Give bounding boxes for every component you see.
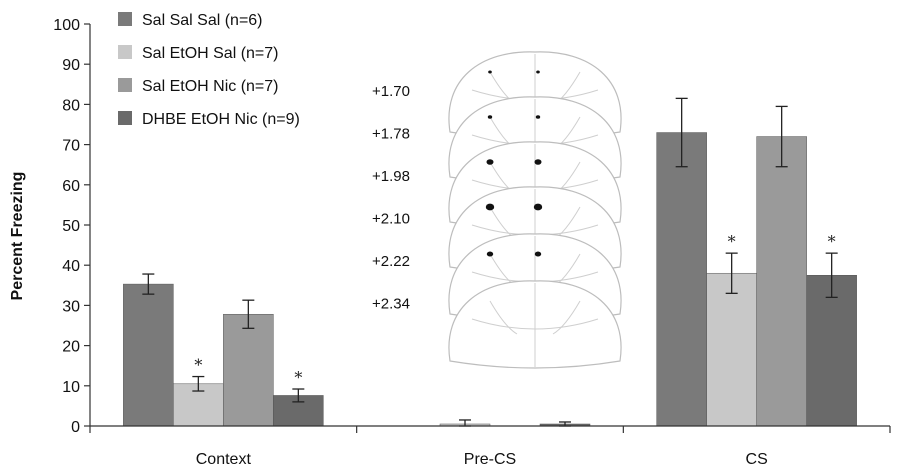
y-tick-label: 60	[62, 178, 80, 195]
lesion-right	[535, 115, 541, 119]
lesion-left	[486, 251, 494, 257]
significance-marker: *	[728, 232, 736, 251]
axes: 0 10 20 30 40 50 60 70 80 90 100 Context Pre-CS CS	[53, 17, 891, 468]
lesion-right	[534, 251, 542, 257]
x-tick-label-pre-cs: Pre-CS	[464, 451, 516, 468]
lesion-left	[487, 115, 493, 119]
lesion-left	[486, 159, 494, 165]
legend-label-4: DHBE EtOH Nic (n=9)	[142, 111, 300, 128]
error-bar-context-series-3	[242, 299, 255, 329]
legend-swatch-4	[118, 111, 132, 125]
coordinate-label-3: +1.98	[372, 168, 410, 185]
x-tick-label-context: Context	[196, 451, 252, 468]
legend-swatch-1	[118, 12, 132, 26]
legend: Sal Sal Sal (n=6) Sal EtOH Sal (n=7) Sal E…	[118, 12, 300, 128]
lesion-right	[534, 159, 542, 165]
bar-cs-series-4	[806, 275, 857, 427]
lesion-left	[485, 203, 495, 211]
error-bar-cs-series-1	[675, 97, 688, 168]
legend-label-1: Sal Sal Sal (n=6)	[142, 12, 263, 29]
y-tick-label: 20	[62, 339, 80, 356]
coordinate-label-4: +2.10	[372, 211, 410, 228]
y-axis-label: Percent Freezing	[9, 172, 26, 301]
coordinate-label-2: +1.78	[372, 126, 410, 143]
y-tick-label: 50	[62, 218, 80, 235]
y-tick-label: 100	[53, 17, 80, 34]
y-tick-label: 30	[62, 298, 80, 315]
brain-section-inset: +1.70 +1.78 +1.98 +2.10 +2.22 +2.34	[372, 51, 622, 369]
error-bar-cs-series-3	[775, 105, 788, 168]
y-tick-label: 80	[62, 97, 80, 114]
error-bar-context-series-2	[192, 375, 205, 392]
bar-cs-series-3	[756, 136, 807, 427]
y-tick-label: 0	[71, 419, 80, 436]
coordinate-label-1: +1.70	[372, 83, 410, 100]
bar-context-series-1	[123, 283, 174, 427]
error-bar-context-series-4	[292, 388, 305, 403]
brain-section-6	[448, 280, 622, 369]
lesion-right	[533, 203, 543, 211]
y-tick-label: 10	[62, 379, 80, 396]
significance-marker: *	[828, 232, 836, 251]
significance-marker: *	[194, 356, 202, 375]
x-tick-label-cs: CS	[746, 451, 768, 468]
coordinate-label-5: +2.22	[372, 253, 410, 270]
coordinate-label-6: +2.34	[372, 296, 410, 313]
y-tick-label: 40	[62, 258, 80, 275]
lesion-left	[488, 70, 492, 74]
bar-cs-series-2	[706, 272, 757, 427]
bar-cs-series-1	[656, 132, 707, 427]
legend-swatch-3	[118, 78, 132, 92]
y-tick-label: 90	[62, 57, 80, 74]
bar-group: * * * *	[123, 97, 857, 427]
error-bar-cs-series-2	[725, 252, 738, 294]
legend-label-2: Sal EtOH Sal (n=7)	[142, 45, 279, 62]
bar-context-series-3	[223, 313, 274, 427]
error-bar-context-series-1	[142, 273, 155, 295]
legend-label-3: Sal EtOH Nic (n=7)	[142, 78, 278, 95]
legend-swatch-2	[118, 45, 132, 59]
y-tick-label: 70	[62, 138, 80, 155]
significance-marker: *	[294, 368, 302, 387]
lesion-right	[536, 70, 540, 74]
error-bar-cs-series-4	[825, 252, 838, 299]
